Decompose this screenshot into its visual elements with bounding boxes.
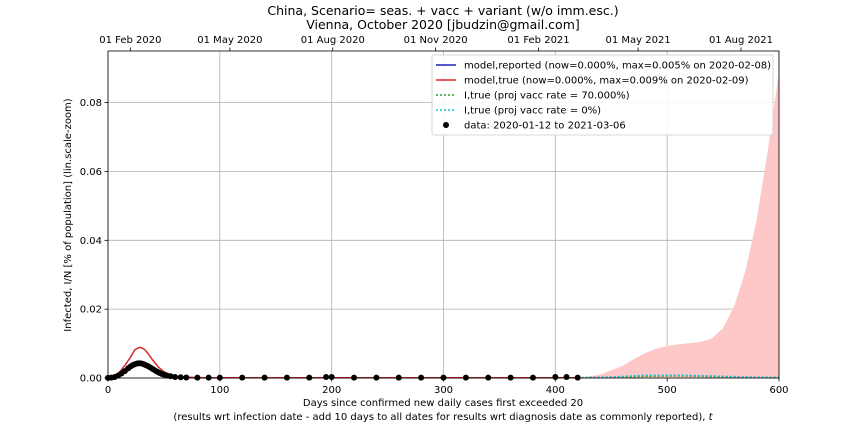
legend: model,reported (now=0.000%, max=0.005% o… bbox=[431, 54, 774, 136]
legend-entry-1: model,reported (now=0.000%, max=0.005% o… bbox=[464, 61, 771, 72]
y-tick-label: 0.06 bbox=[80, 167, 102, 178]
uncertainty-band bbox=[577, 71, 779, 378]
data-point bbox=[552, 373, 559, 380]
x-tick-label: 100 bbox=[210, 385, 229, 396]
data-point bbox=[328, 373, 335, 380]
top-date-axis: 01 Feb 2020 01 May 2020 01 Aug 2020 01 Nov … bbox=[99, 35, 773, 51]
x-tick-label: 600 bbox=[769, 385, 788, 396]
legend-entry-4: I,true (proj vacc rate = 0%) bbox=[464, 106, 601, 117]
x-tick-label: 300 bbox=[434, 385, 453, 396]
top-tick-label: 01 May 2021 bbox=[605, 35, 670, 46]
x-tick-label: 0 bbox=[105, 385, 111, 396]
legend-entry-5: data: 2020-01-12 to 2021-03-06 bbox=[464, 121, 626, 132]
data-point bbox=[563, 373, 570, 380]
top-tick-label: 01 Feb 2020 bbox=[99, 35, 161, 46]
y-tick-label: 0.02 bbox=[80, 305, 102, 316]
y-axis-ticks: 0.00 0.02 0.04 0.06 0.08 bbox=[80, 98, 108, 385]
chart-subtitle: Vienna, October 2020 [jbudzin@gmail.com] bbox=[306, 17, 580, 32]
x-tick-label: 200 bbox=[322, 385, 341, 396]
y-tick-label: 0.08 bbox=[80, 98, 102, 109]
legend-box bbox=[431, 54, 774, 136]
series-line-4 bbox=[577, 374, 780, 379]
x-axis-label: Days since confirmed new daily cases fir… bbox=[303, 398, 583, 409]
data-point bbox=[323, 373, 330, 380]
y-axis-label: Infected, I/N [% of population] (lin.sca… bbox=[63, 98, 74, 331]
top-tick-label: 01 Feb 2021 bbox=[507, 35, 569, 46]
x-tick-label: 500 bbox=[658, 385, 677, 396]
data-point bbox=[172, 373, 179, 380]
x-axis-ticks: 0 100 200 300 400 500 600 bbox=[105, 378, 789, 396]
y-tick-label: 0.04 bbox=[80, 236, 102, 247]
top-tick-label: 01 Aug 2020 bbox=[301, 35, 365, 46]
x-tick-label: 400 bbox=[546, 385, 565, 396]
top-tick-label: 01 May 2020 bbox=[197, 35, 262, 46]
uncertainty-band-area bbox=[577, 71, 779, 378]
legend-marker-5 bbox=[443, 122, 449, 128]
top-tick-label: 01 Aug 2021 bbox=[709, 35, 773, 46]
legend-entry-2: model,true (now=0.000%, max=0.009% on 20… bbox=[464, 76, 749, 87]
data-point bbox=[183, 374, 190, 381]
legend-entry-3: I,true (proj vacc rate = 70.000%) bbox=[464, 91, 630, 102]
y-tick-label: 0.00 bbox=[80, 374, 102, 385]
chart-title: China, Scenario= seas. + vacc + variant … bbox=[267, 3, 618, 18]
data-point bbox=[177, 374, 184, 381]
top-tick-label: 01 Nov 2020 bbox=[404, 35, 468, 46]
x-axis-note: (results wrt infection date - add 10 day… bbox=[173, 412, 713, 423]
